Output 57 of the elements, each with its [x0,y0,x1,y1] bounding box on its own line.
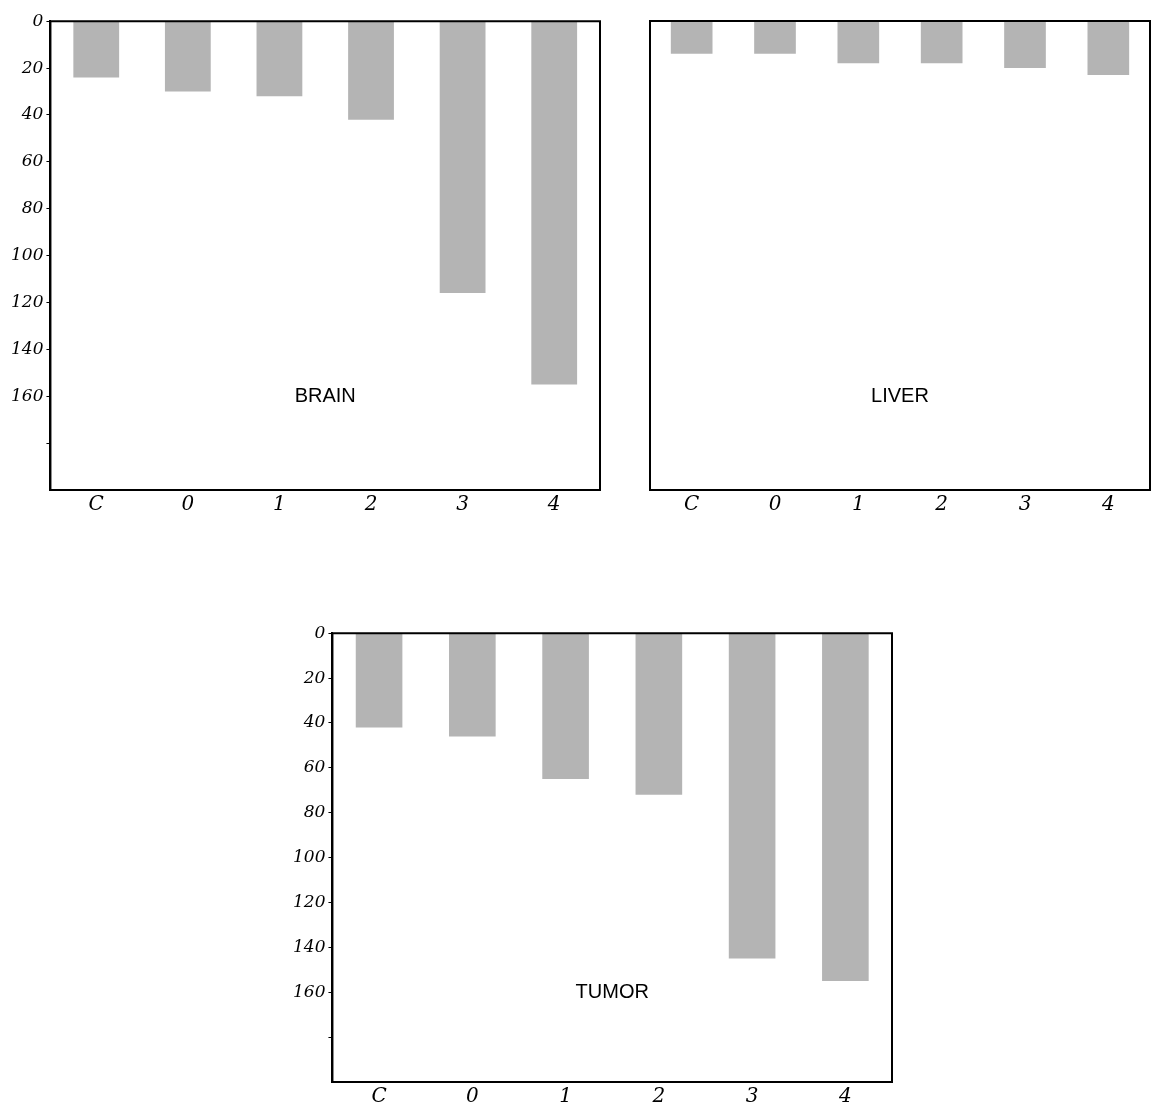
y-tick-label: 80 [21,197,44,218]
x-tick-label: 1 [851,491,865,516]
x-tick-label: 4 [838,1083,852,1108]
x-tick-label: 3 [1018,491,1032,516]
bar [920,21,963,64]
bar [256,21,303,97]
x-tick-label: C [684,491,700,516]
bar [531,21,578,385]
x-tick-label: 2 [651,1083,666,1108]
bar [837,21,880,64]
y-tick-label: 80 [303,801,326,822]
y-tick-label: 60 [21,150,44,171]
y-tick-label: 160 [292,980,326,1001]
y-tick-label: 20 [302,666,326,687]
y-tick-label: 140 [10,337,44,358]
y-tick-label: 140 [292,935,326,956]
y-tick-label: 100 [10,244,44,265]
y-tick-label: 120 [292,890,326,911]
x-tick-label: 0 [465,1083,479,1108]
bar [164,21,211,92]
bar [635,633,683,795]
bar [670,21,713,54]
text: LIVER [871,383,929,406]
y-tick-label: 20 [20,56,44,77]
x-tick-label: 1 [273,491,286,516]
text: TUMOR [575,979,649,1002]
y-tick-label: 40 [20,103,44,124]
bar [542,633,589,780]
x-tick-label: 0 [181,491,195,516]
x-tick-label: 2 [363,491,378,516]
bar [728,633,776,959]
y-tick-label: 0 [314,621,326,642]
x-tick-label: 3 [456,491,469,516]
bar [754,21,796,54]
y-tick-label: 40 [302,711,326,732]
bar [822,633,869,982]
x-tick-label: C [371,1083,387,1108]
x-tick-label: C [88,491,104,516]
x-tick-label: 1 [559,1083,572,1108]
bar [1087,21,1130,75]
bar [73,21,120,78]
x-tick-label: 0 [768,491,782,516]
text: BRAIN [294,383,356,406]
bar [1004,21,1046,68]
x-tick-label: 3 [745,1083,759,1108]
y-tick-label: 60 [303,756,326,777]
y-tick-label: 0 [32,9,44,30]
bar [449,633,496,737]
bar [439,21,486,294]
y-tick-label: 160 [10,384,44,405]
y-tick-label: 120 [10,290,44,311]
x-tick-label: 2 [934,491,949,516]
x-tick-label: 4 [546,491,561,516]
y-tick-label: 100 [292,846,326,867]
x-tick-label: 4 [1100,491,1115,516]
bar [355,633,403,728]
bar [348,21,394,120]
